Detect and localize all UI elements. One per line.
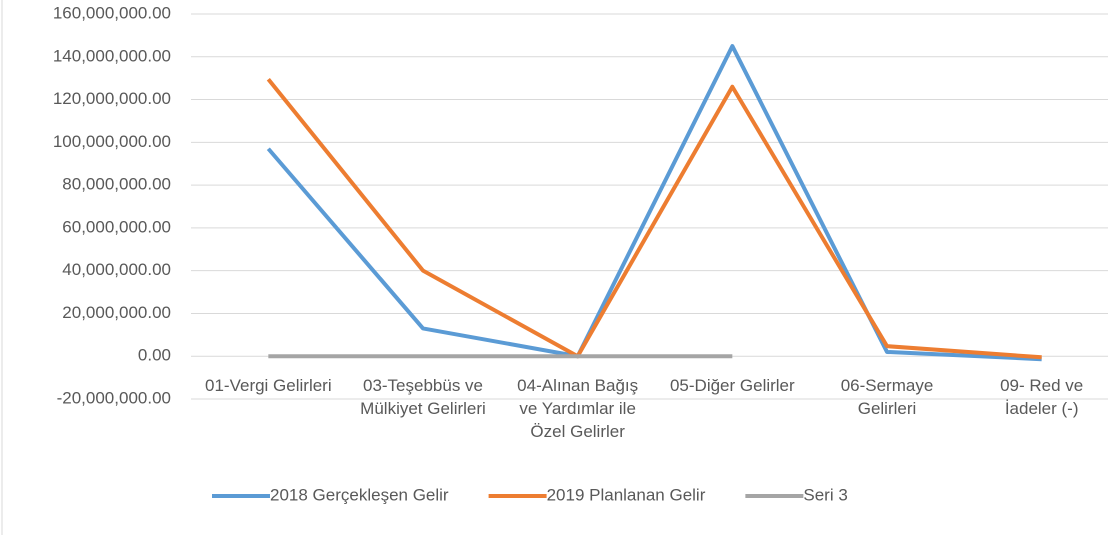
x-tick-label: 06-Sermaye Gelirleri — [840, 376, 934, 418]
x-tick-label: 05-Diğer Gelirler — [669, 376, 795, 395]
series-line — [266, 77, 1042, 360]
y-tick-label: 160,000,000.00 — [53, 3, 171, 22]
y-tick-label: 120,000,000.00 — [53, 89, 171, 108]
legend-label: Seri 3 — [803, 485, 847, 504]
x-tick-label: 03-Teşebbüs ve Mülkiyet Gelirleri — [360, 376, 486, 418]
legend-label: 2019 Planlanan Gelir — [547, 485, 706, 504]
series-line — [266, 44, 1042, 362]
y-tick-label: 0.00 — [138, 346, 171, 365]
y-tick-label: 80,000,000.00 — [62, 175, 171, 194]
y-tick-label: -20,000,000.00 — [57, 388, 171, 407]
x-tick-label: 01-Vergi Gelirleri — [205, 376, 332, 395]
x-tick-label: 09- Red ve İadeler (-) — [1000, 376, 1084, 418]
legend-label: 2018 Gerçekleşen Gelir — [270, 485, 449, 504]
y-tick-label: 60,000,000.00 — [62, 217, 171, 236]
y-tick-label: 100,000,000.00 — [53, 132, 171, 151]
x-tick-label: 04-Alınan Bağış ve Yardımlar ile Özel Ge… — [517, 376, 639, 441]
y-tick-label: 20,000,000.00 — [62, 303, 171, 322]
y-tick-label: 140,000,000.00 — [53, 46, 171, 65]
y-tick-label: 40,000,000.00 — [62, 260, 171, 279]
